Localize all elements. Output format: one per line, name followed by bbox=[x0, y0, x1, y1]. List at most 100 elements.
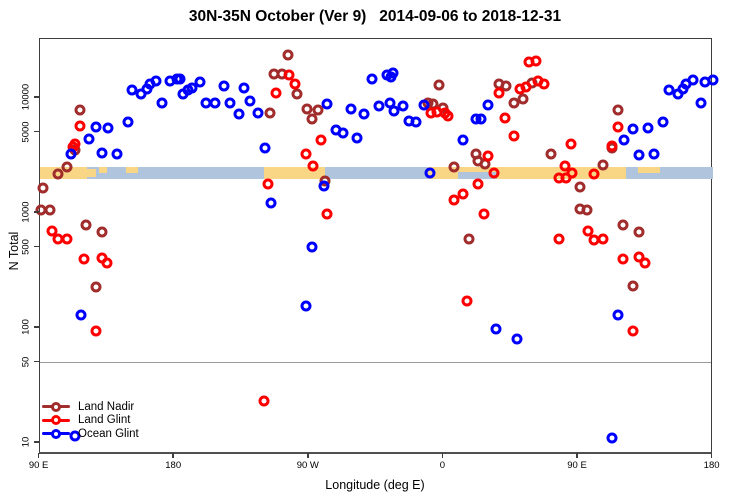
data-point bbox=[209, 97, 221, 109]
data-point bbox=[448, 161, 460, 173]
data-point bbox=[307, 160, 319, 172]
data-point bbox=[96, 226, 108, 238]
y-tick-label: 50 bbox=[20, 356, 32, 367]
legend-item-ocean-glint: Ocean Glint bbox=[42, 427, 139, 441]
data-point bbox=[65, 148, 77, 160]
data-point bbox=[74, 120, 86, 132]
chart-title: 30N-35N October (Ver 9) 2014-09-06 to 20… bbox=[188, 8, 562, 25]
data-point bbox=[461, 295, 473, 307]
data-point bbox=[283, 69, 295, 81]
data-point bbox=[78, 253, 90, 265]
data-point bbox=[597, 159, 609, 171]
bottom-axis-line bbox=[39, 451, 712, 454]
data-point bbox=[90, 325, 102, 337]
data-point bbox=[648, 148, 660, 160]
data-point bbox=[80, 219, 92, 231]
data-point bbox=[617, 219, 629, 231]
plot-area bbox=[35, 38, 719, 453]
legend-label-ocean-glint: Ocean Glint bbox=[78, 427, 139, 440]
x-tick-label: 90 W bbox=[296, 460, 319, 471]
map-land bbox=[126, 167, 139, 173]
data-point bbox=[612, 121, 624, 133]
data-point bbox=[463, 233, 475, 245]
data-point bbox=[321, 98, 333, 110]
data-point bbox=[224, 97, 236, 109]
data-point bbox=[300, 300, 312, 312]
data-point bbox=[186, 82, 198, 94]
data-point bbox=[315, 134, 327, 146]
data-point bbox=[500, 80, 512, 92]
data-point bbox=[482, 99, 494, 111]
data-point bbox=[306, 113, 318, 125]
data-point bbox=[385, 71, 397, 83]
data-point bbox=[244, 95, 256, 107]
map-land bbox=[637, 167, 661, 173]
data-point bbox=[61, 161, 73, 173]
reference-line-50 bbox=[40, 361, 711, 364]
data-point bbox=[410, 116, 422, 128]
data-point bbox=[511, 333, 523, 345]
data-point bbox=[69, 430, 81, 442]
data-point bbox=[46, 225, 58, 237]
data-point bbox=[553, 233, 565, 244]
data-point bbox=[318, 180, 330, 192]
data-point bbox=[687, 74, 699, 86]
data-point bbox=[291, 88, 303, 100]
data-point bbox=[470, 148, 482, 160]
data-point bbox=[265, 197, 277, 209]
data-point bbox=[306, 241, 318, 253]
data-point bbox=[90, 281, 102, 293]
x-tick-label: 90 E bbox=[28, 460, 49, 471]
ocean-glint-marker-icon bbox=[42, 428, 70, 439]
data-point bbox=[75, 309, 87, 321]
x-tick-label: 180 bbox=[703, 460, 720, 471]
data-point bbox=[44, 204, 56, 216]
data-point bbox=[233, 108, 244, 120]
data-point bbox=[300, 148, 312, 160]
data-point bbox=[270, 87, 282, 99]
data-point bbox=[373, 100, 385, 112]
data-point bbox=[174, 73, 186, 85]
x-tick-mark bbox=[37, 453, 40, 458]
data-point bbox=[101, 257, 113, 269]
data-point bbox=[442, 110, 454, 122]
x-tick-mark bbox=[710, 453, 713, 458]
data-point bbox=[345, 103, 357, 115]
data-point bbox=[366, 73, 378, 85]
data-point bbox=[74, 104, 86, 116]
y-tick-label: 1000 bbox=[20, 201, 32, 223]
data-point bbox=[617, 253, 629, 265]
legend-label-land-nadir: Land Nadir bbox=[78, 400, 135, 413]
legend-label-land-glint: Land Glint bbox=[78, 414, 131, 427]
data-point bbox=[488, 167, 500, 179]
x-tick-label: 90 E bbox=[567, 460, 587, 471]
y-tick-label: 500 bbox=[20, 238, 32, 255]
data-point bbox=[252, 107, 264, 119]
data-point bbox=[351, 132, 363, 144]
data-point bbox=[707, 74, 719, 86]
data-point bbox=[90, 121, 102, 133]
data-point bbox=[612, 104, 624, 116]
data-point bbox=[627, 123, 639, 135]
data-point bbox=[424, 167, 436, 179]
data-point bbox=[490, 323, 502, 335]
land-glint-marker-icon bbox=[42, 415, 70, 426]
data-point bbox=[508, 130, 520, 142]
data-point bbox=[545, 148, 557, 160]
data-point bbox=[61, 233, 73, 244]
data-point bbox=[388, 105, 400, 117]
data-point bbox=[517, 93, 529, 105]
latitude-map-band bbox=[39, 167, 713, 179]
data-point bbox=[457, 134, 469, 146]
data-point bbox=[312, 104, 324, 116]
data-point bbox=[612, 309, 624, 321]
x-tick-label: 180 bbox=[165, 460, 182, 471]
data-point bbox=[633, 251, 645, 263]
data-point bbox=[259, 142, 271, 154]
data-point bbox=[618, 134, 630, 146]
data-point bbox=[478, 208, 490, 219]
data-point bbox=[122, 116, 134, 128]
x-axis-label: Longitude (deg E) bbox=[325, 478, 425, 492]
legend-item-land-nadir: Land Nadir bbox=[42, 400, 139, 414]
